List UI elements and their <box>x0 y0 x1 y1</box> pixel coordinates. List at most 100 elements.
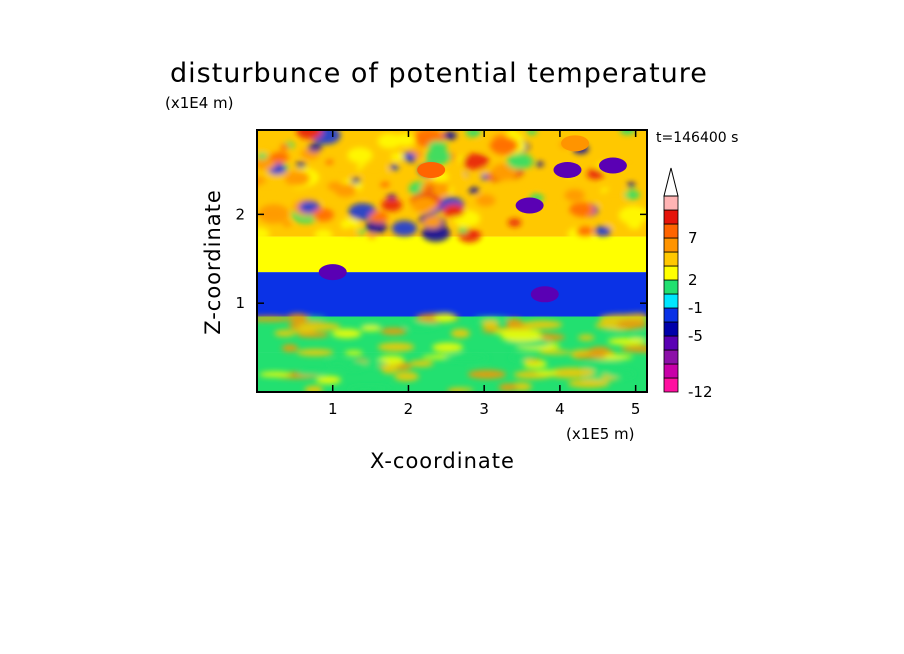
contour-blob <box>467 369 507 379</box>
contour-blob <box>526 130 538 135</box>
contour-blob <box>257 138 279 154</box>
contour-blob <box>409 360 434 367</box>
contour-blob <box>304 385 324 392</box>
contour-blob <box>539 350 572 355</box>
contour-blob <box>465 130 481 138</box>
contour-blob <box>344 350 363 356</box>
contour-blob <box>524 358 543 364</box>
contour-blob <box>549 367 596 378</box>
contour-blob <box>369 211 389 223</box>
contour-blob <box>618 206 647 225</box>
x-axis-label: X-coordinate <box>370 449 515 473</box>
contour-blob <box>468 187 480 194</box>
contour-blob <box>574 353 607 359</box>
x-tick-label: 1 <box>328 400 338 418</box>
contour-blob <box>295 161 307 169</box>
contour-blob <box>390 152 405 161</box>
contour-blob <box>377 342 415 352</box>
contour-blob <box>425 148 452 165</box>
contour-blob <box>359 189 371 196</box>
contour-blob <box>298 200 321 214</box>
contour-blob <box>326 360 347 367</box>
contour-blob <box>576 226 594 237</box>
contour-blob <box>570 202 595 217</box>
colorbar-segment <box>663 251 679 267</box>
contour-blob <box>448 387 474 392</box>
contour-blob <box>380 327 407 335</box>
colorbar-segment <box>663 293 679 309</box>
contour-blob <box>357 229 366 235</box>
contour-blob <box>342 360 366 371</box>
contour-blob <box>360 162 390 181</box>
contour-blob <box>334 183 357 198</box>
contour-blob <box>350 177 361 184</box>
contour-blob <box>348 203 377 221</box>
x-tick-label: 2 <box>404 400 414 418</box>
contour-blob <box>423 216 442 228</box>
contour-blob <box>627 221 642 230</box>
colorbar-segment <box>663 377 679 393</box>
contour-blob <box>365 220 388 234</box>
contour-blob <box>462 153 490 170</box>
contour-blob <box>506 153 534 170</box>
contour-blob <box>444 354 489 362</box>
colorbar-segment <box>663 279 679 295</box>
contour-blob <box>328 164 353 180</box>
contour-blob <box>490 163 518 181</box>
colorbar-segment <box>663 265 679 281</box>
contour-blob <box>296 332 330 338</box>
x-tick-label: 4 <box>555 400 565 418</box>
contour-blob <box>535 370 559 376</box>
y-tick-label: 1 <box>235 294 245 312</box>
plot-frame <box>256 129 648 393</box>
contour-blob <box>290 328 317 334</box>
contour-blob <box>567 379 610 388</box>
contour-blob <box>381 364 399 374</box>
contour-blob <box>315 375 342 385</box>
y-tick-label: 2 <box>235 205 245 223</box>
x-tick-label: 3 <box>479 400 489 418</box>
contour-blob <box>586 168 604 180</box>
contour-blob <box>347 386 379 392</box>
contour-blob <box>521 320 563 330</box>
contour-blob <box>287 313 309 323</box>
contour-blob <box>489 136 519 155</box>
colorbar-label: -12 <box>688 383 713 401</box>
contour-blob <box>281 344 299 352</box>
colorbar-segment <box>663 209 679 225</box>
contour-blob <box>257 316 293 322</box>
contour-blob <box>325 159 334 166</box>
contour-blob <box>577 334 595 341</box>
contour-blob <box>257 182 281 198</box>
contour-blob <box>312 208 334 222</box>
contour-blob <box>269 151 289 164</box>
contour-blob <box>535 161 544 167</box>
contour-blob <box>425 186 434 192</box>
contour-blob <box>360 325 382 332</box>
colorbar-segment <box>663 307 679 323</box>
contour-blob <box>594 225 612 237</box>
contour-blob <box>505 318 523 326</box>
contour-blob <box>498 383 518 392</box>
contour-blob <box>476 194 496 207</box>
contour-blob <box>386 194 397 201</box>
contour-blob <box>619 130 636 135</box>
contour-blob <box>282 220 292 227</box>
contour-blob <box>458 227 468 234</box>
colorbar-segment <box>663 321 679 337</box>
contour-texture <box>257 130 647 392</box>
contour-blob <box>432 342 464 353</box>
contour-blob <box>564 189 585 202</box>
colorbar-extend-arrow <box>663 167 679 197</box>
contour-blob <box>394 371 419 382</box>
colorbar-segment <box>663 335 679 351</box>
contour-blob <box>298 322 341 331</box>
contour-blob <box>340 218 360 231</box>
contour-blob <box>367 233 376 239</box>
contour-feature <box>553 161 582 178</box>
contour-band <box>257 272 647 317</box>
contour-blob <box>296 130 322 140</box>
colorbar-label: 2 <box>688 271 698 289</box>
contour-blob <box>411 196 438 213</box>
